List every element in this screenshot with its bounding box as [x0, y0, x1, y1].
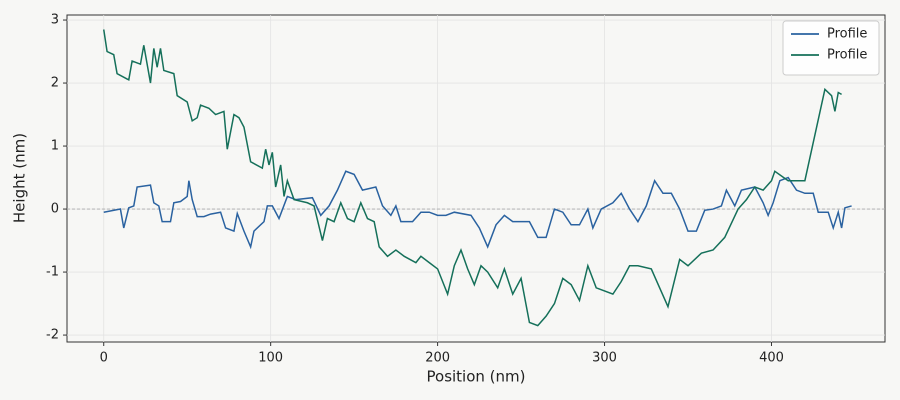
x-tick-label: 0: [100, 351, 108, 366]
line-series: [103, 170, 852, 250]
x-tick-label: 300: [592, 351, 617, 366]
x-tick-label: 200: [425, 351, 450, 366]
legend-label: Profile: [827, 48, 867, 63]
y-tick-label: 1: [51, 139, 59, 154]
plot-frame: [66, 14, 886, 343]
y-tick-label: 3: [51, 13, 59, 28]
y-tick-label: 2: [51, 76, 59, 91]
y-tick-label: 0: [51, 202, 59, 217]
y-tick-label: -1: [46, 265, 59, 280]
y-tick-label: -2: [46, 328, 59, 343]
line-series: [102, 29, 842, 327]
x-tick-label: 400: [759, 351, 784, 366]
y-axis-label: Height (nm): [11, 133, 29, 223]
x-axis-label: Position (nm): [427, 368, 526, 386]
x-tick-label: 100: [258, 351, 283, 366]
legend-label: Profile: [827, 27, 867, 42]
